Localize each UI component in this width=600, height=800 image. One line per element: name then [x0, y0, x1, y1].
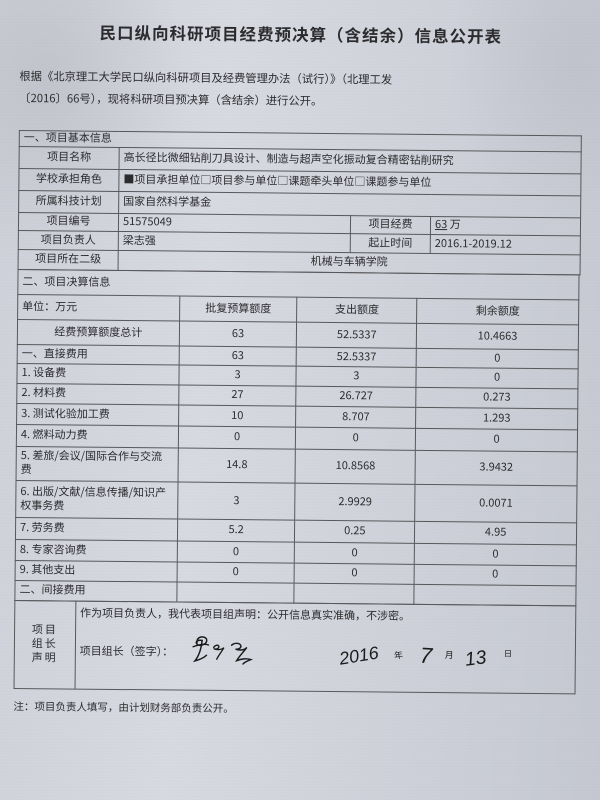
svg-text:7: 7 [419, 642, 434, 668]
svg-text:年: 年 [393, 648, 404, 662]
svg-text:月: 月 [444, 648, 453, 661]
svg-text:13: 13 [463, 647, 487, 671]
svg-text:日: 日 [504, 648, 512, 659]
svg-text:2016: 2016 [337, 642, 380, 668]
